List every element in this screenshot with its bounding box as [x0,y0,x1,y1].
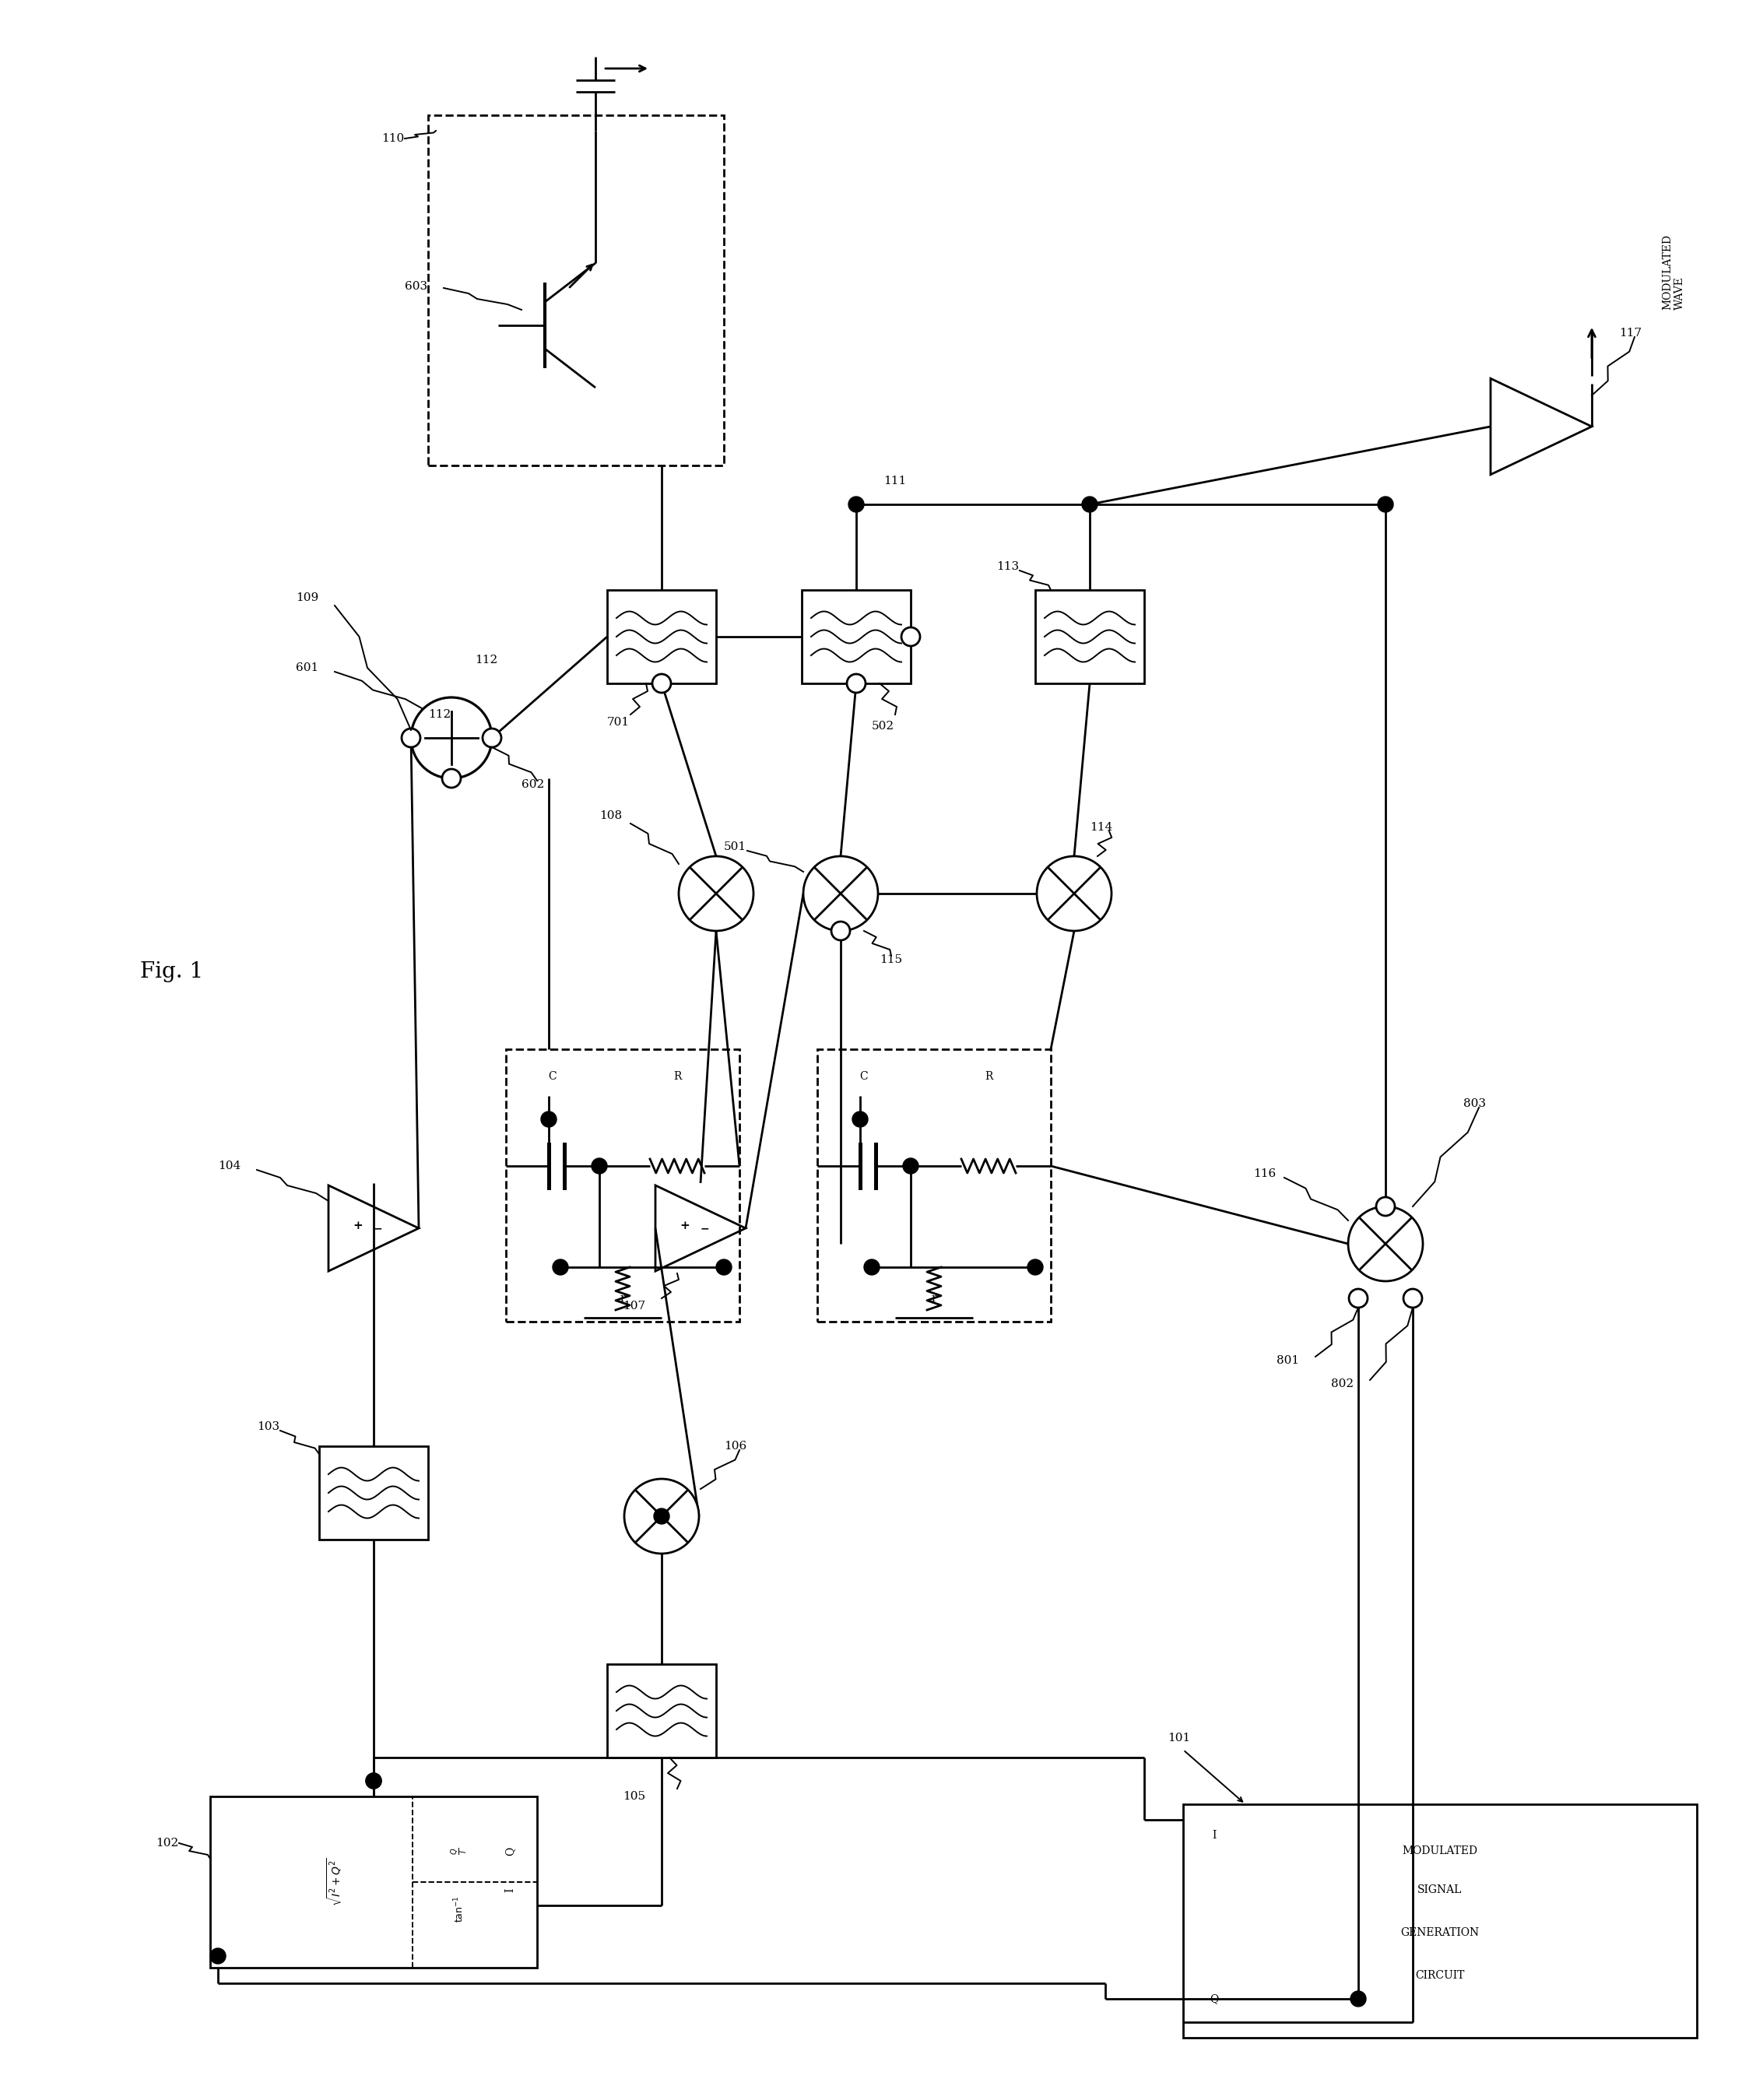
Circle shape [901,628,920,647]
Circle shape [903,1159,918,1174]
Circle shape [411,697,492,779]
Text: 104: 104 [218,1161,241,1172]
Circle shape [1349,1205,1422,1281]
Circle shape [802,857,878,930]
Text: R: R [673,1071,681,1082]
Text: R: R [985,1071,992,1082]
Text: 802: 802 [1331,1378,1354,1390]
Text: $\sqrt{I^2+Q^2}$: $\sqrt{I^2+Q^2}$ [325,1858,344,1907]
Text: 108: 108 [599,811,622,821]
Text: 603: 603 [404,281,427,292]
Text: CIRCUIT: CIRCUIT [1415,1970,1465,1980]
Circle shape [1377,1197,1394,1216]
Text: 107: 107 [623,1300,646,1312]
Text: 103: 103 [256,1422,279,1432]
Circle shape [443,769,460,788]
Bar [608,1663,716,1758]
Bar [608,590,716,682]
Circle shape [1027,1260,1043,1275]
Circle shape [365,1772,381,1789]
Circle shape [592,1159,608,1174]
Text: 105: 105 [623,1791,646,1802]
Text: 112: 112 [474,655,497,666]
Text: I: I [504,1888,515,1892]
Bar [506,1050,739,1321]
Text: C: C [860,1071,867,1082]
Bar [428,116,723,466]
Text: 116: 116 [1254,1168,1277,1180]
Text: I: I [1212,1829,1217,1842]
Bar [802,590,911,682]
Text: 109: 109 [295,592,318,603]
Text: 113: 113 [996,561,1018,571]
Text: $\frac{Q}{I}$: $\frac{Q}{I}$ [450,1848,469,1854]
Circle shape [831,922,850,941]
Text: 501: 501 [723,842,746,853]
Text: 102: 102 [156,1837,179,1848]
Circle shape [1036,857,1112,930]
Text: 803: 803 [1463,1098,1486,1109]
Circle shape [716,1260,732,1275]
Bar [211,1795,537,1968]
Circle shape [651,674,671,693]
Text: 701: 701 [608,716,630,729]
Text: 110: 110 [381,132,404,145]
Text: r: r [620,1294,625,1304]
Text: MODULATED: MODULATED [1403,1846,1479,1856]
Circle shape [852,1111,867,1128]
Circle shape [846,674,866,693]
Text: −: − [701,1222,709,1233]
Text: 106: 106 [723,1441,746,1451]
Text: MODULATED
WAVE: MODULATED WAVE [1661,235,1686,311]
Circle shape [848,496,864,512]
Circle shape [680,857,753,930]
Text: 117: 117 [1619,328,1642,338]
Text: Fig. 1: Fig. 1 [140,962,204,983]
Text: Q: Q [1210,1993,1219,2003]
Text: r: r [931,1294,936,1304]
Circle shape [541,1111,557,1128]
Text: 602: 602 [522,779,544,790]
Text: 115: 115 [880,953,903,966]
Text: $\tan^{-1}$: $\tan^{-1}$ [453,1896,465,1924]
Text: C: C [548,1071,557,1082]
Text: 101: 101 [1168,1732,1191,1743]
Text: +: + [353,1220,363,1231]
Bar [320,1447,428,1539]
Bar [1184,1804,1696,2037]
Circle shape [211,1949,227,1964]
Circle shape [623,1478,699,1554]
Text: 114: 114 [1090,821,1113,834]
Text: SIGNAL: SIGNAL [1417,1884,1463,1896]
Text: +: + [680,1220,690,1231]
Circle shape [553,1260,569,1275]
Text: 112: 112 [428,710,451,720]
Circle shape [1349,1289,1368,1308]
Text: 801: 801 [1277,1354,1299,1365]
Text: 601: 601 [295,662,318,674]
Circle shape [483,729,500,748]
Circle shape [1378,496,1393,512]
Circle shape [1082,496,1098,512]
Circle shape [653,1508,669,1525]
Bar [1036,590,1145,682]
Text: Q: Q [504,1846,515,1854]
Text: 502: 502 [871,720,894,731]
Text: GENERATION: GENERATION [1401,1928,1479,1938]
Circle shape [1403,1289,1422,1308]
Circle shape [365,1772,381,1789]
Circle shape [1350,1991,1366,2008]
Text: 111: 111 [883,475,906,487]
Circle shape [402,729,420,748]
Text: −: − [374,1222,383,1233]
Bar [817,1050,1050,1321]
Circle shape [864,1260,880,1275]
